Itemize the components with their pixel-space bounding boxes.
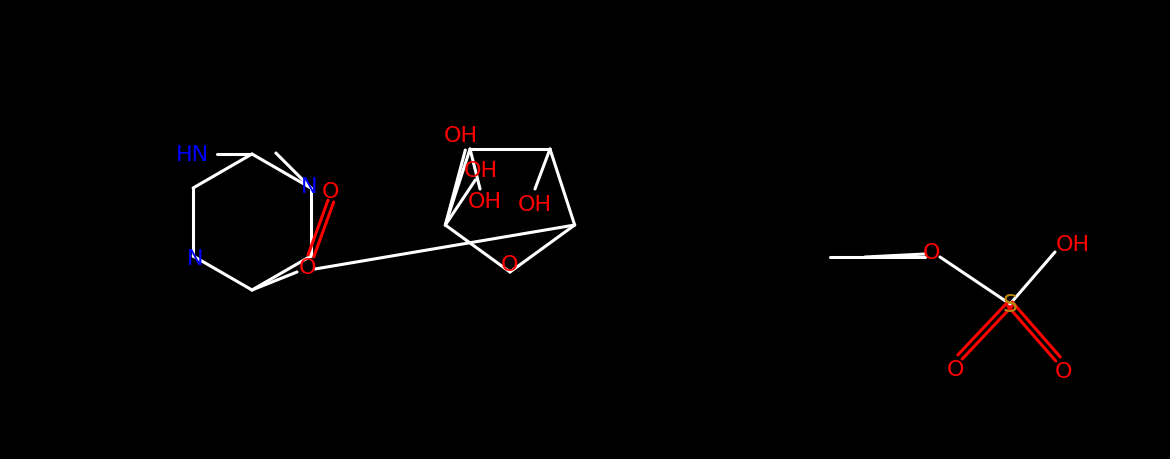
Text: N: N (301, 177, 317, 196)
Text: O: O (501, 254, 518, 274)
Text: OH: OH (1057, 235, 1090, 254)
Text: S: S (1003, 292, 1018, 316)
Text: OH: OH (463, 161, 497, 181)
Text: N: N (187, 248, 204, 269)
Text: OH: OH (443, 126, 477, 146)
Text: O: O (322, 182, 339, 202)
Text: O: O (298, 257, 316, 277)
Text: HN: HN (176, 145, 208, 165)
Text: OH: OH (518, 195, 552, 214)
Text: O: O (947, 359, 964, 379)
Text: OH: OH (468, 191, 502, 212)
Text: O: O (1054, 361, 1072, 381)
Text: O: O (923, 242, 941, 263)
